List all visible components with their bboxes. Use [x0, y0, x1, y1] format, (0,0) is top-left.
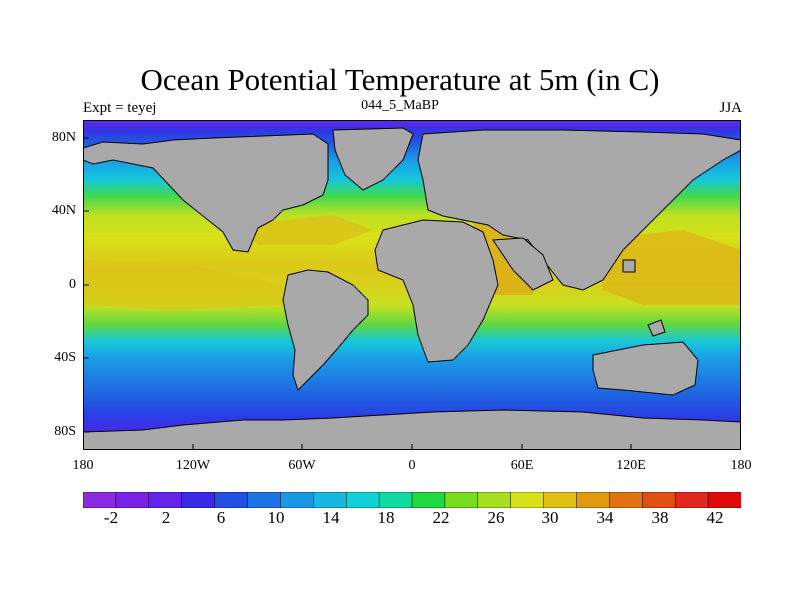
lat-label-40s: 40S	[54, 350, 76, 365]
lon-label-0: 0	[408, 458, 416, 473]
colorbar-swatch	[345, 492, 380, 508]
colorbar-label: 2	[161, 508, 171, 527]
north-america	[83, 133, 329, 253]
south-america	[282, 269, 369, 391]
land	[83, 127, 741, 450]
africa	[374, 219, 499, 363]
colorbar-swatch	[576, 492, 611, 508]
lat-label-80n: 80N	[51, 130, 76, 145]
lon-label-180e: 180	[730, 458, 752, 473]
colorbar-label: 22	[432, 508, 450, 527]
temperature-map	[83, 120, 741, 450]
colorbar-swatch	[280, 492, 315, 508]
colorbar-swatch	[543, 492, 578, 508]
colorbar-label: 42	[706, 508, 724, 527]
colorbar-label: 26	[487, 508, 505, 527]
island-1	[622, 259, 636, 273]
colorbar-swatch	[477, 492, 512, 508]
warm-pool-atlantic	[238, 215, 373, 245]
colorbar-label: 38	[651, 508, 669, 527]
lon-label-60e: 60E	[510, 458, 534, 473]
colorbar-label: 34	[596, 508, 614, 527]
colorbar-swatch	[510, 492, 545, 508]
run-label: 044_5_MaBP	[361, 98, 439, 113]
colorbar-swatch	[115, 492, 150, 508]
warm-pool-east-pacific	[83, 260, 283, 310]
colorbar-swatch	[214, 492, 249, 508]
lat-label-40n: 40N	[51, 203, 76, 218]
colorbar-swatch	[609, 492, 644, 508]
warm-pool-west-pacific	[593, 230, 741, 305]
lon-label-180w: 180	[72, 458, 94, 473]
colorbar-swatch	[411, 492, 446, 508]
colorbar-swatch	[148, 492, 183, 508]
antarctica	[83, 409, 741, 450]
arabia	[492, 237, 554, 291]
australia	[592, 341, 699, 396]
lat-label-0: 0	[69, 277, 76, 292]
colorbar-swatch	[83, 492, 117, 508]
colorbar-swatch	[378, 492, 413, 508]
colorbar-label: 30	[541, 508, 559, 527]
map-title: Ocean Potential Temperature at 5m (in C)	[140, 62, 660, 97]
ticks	[83, 137, 632, 450]
eurasia	[417, 129, 741, 291]
colorbar-swatch	[674, 492, 709, 508]
colorbar-swatch	[642, 492, 676, 508]
lon-label-120e: 120E	[616, 458, 646, 473]
lat-label-80s: 80S	[54, 424, 76, 439]
colorbar-swatch	[444, 492, 479, 508]
colorbar-swatch	[181, 492, 216, 508]
colorbar-label: 18	[377, 508, 395, 527]
lon-label-60w: 60W	[288, 458, 316, 473]
colorbar-label: -2	[103, 508, 119, 527]
colorbar-label: 10	[267, 508, 285, 527]
colorbar-label: 14	[322, 508, 340, 527]
experiment-label: Expt = teyej	[83, 100, 157, 116]
colorbar-label: 6	[216, 508, 226, 527]
colorbar	[83, 492, 741, 508]
season-label: JJA	[719, 100, 742, 116]
colorbar-swatch	[707, 492, 741, 508]
lon-label-120w: 120W	[175, 458, 211, 473]
colorbar-swatch	[247, 492, 282, 508]
island-2	[647, 319, 666, 337]
colorbar-swatch	[313, 492, 347, 508]
greenland	[332, 127, 414, 191]
